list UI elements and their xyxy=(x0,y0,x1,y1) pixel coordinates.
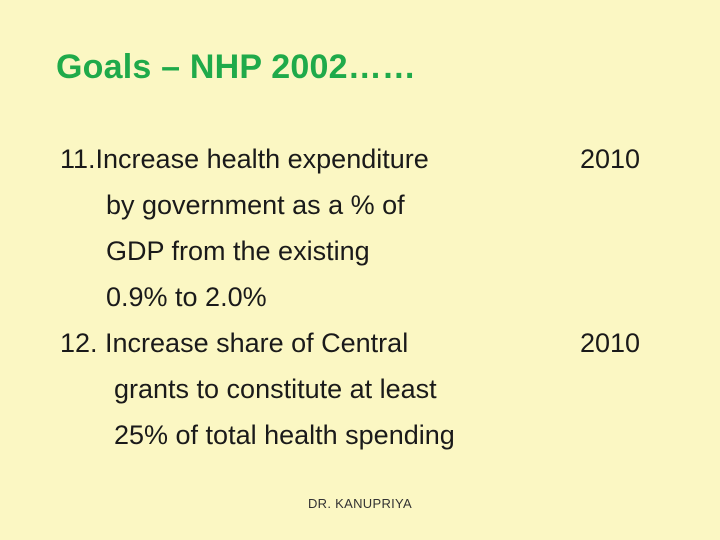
goal-11-target-year: 2010 xyxy=(580,144,641,174)
goal-item-11: 11.Increase health expenditure by govern… xyxy=(60,136,680,320)
goal-11-line-3: GDP from the existing xyxy=(106,236,370,266)
goal-12-line-1: 12. Increase share of Central xyxy=(60,328,409,358)
goal-12-target-year: 2010 xyxy=(580,328,641,358)
goal-12-line-3: 25% of total health spending xyxy=(114,420,455,450)
goal-item-12: 12. Increase share of Central grants to … xyxy=(60,320,680,458)
goal-12-line-2: grants to constitute at least xyxy=(114,374,437,404)
goal-list: 11.Increase health expenditure by govern… xyxy=(60,136,680,458)
goal-11-line-4: 0.9% to 2.0% xyxy=(106,282,267,312)
goal-11-line-2: by government as a % of xyxy=(106,190,405,220)
goal-11-line-1: 11.Increase health expenditure xyxy=(60,144,429,174)
slide-title: Goals – NHP 2002…… xyxy=(56,48,417,86)
slide-footer-author: DR. KANUPRIYA xyxy=(307,496,413,511)
